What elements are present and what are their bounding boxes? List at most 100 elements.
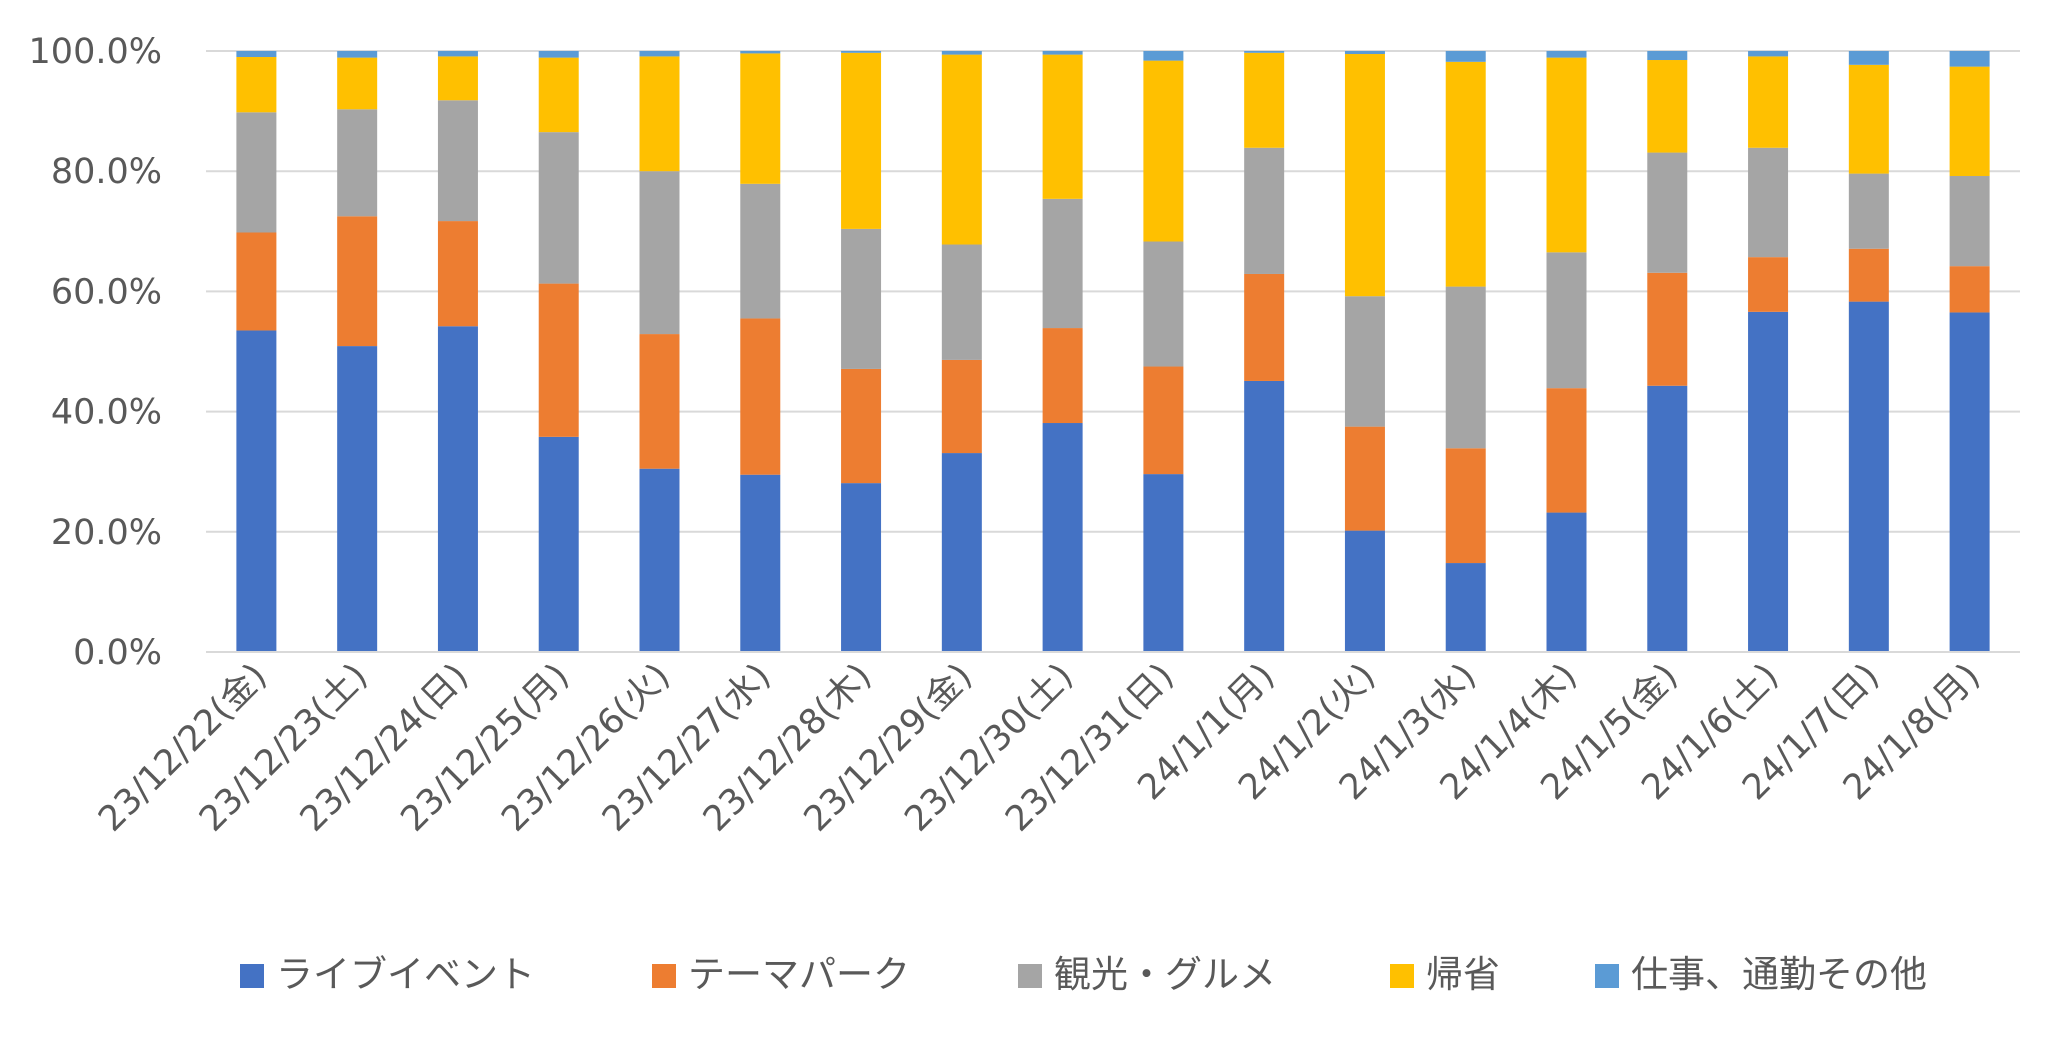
bar-segment [1748, 51, 1789, 57]
bar-segment [841, 483, 882, 652]
legend-label: 帰省 [1426, 953, 1500, 996]
bar-segment [1848, 248, 1889, 302]
bar-segment [1748, 147, 1789, 258]
bar-stack [236, 51, 277, 652]
legend-label: テーマパーク [688, 953, 910, 996]
bar-segment [1344, 54, 1385, 297]
bar-stack [1445, 51, 1486, 652]
bar-segment [437, 56, 478, 101]
y-tick-label: 0.0% [73, 633, 162, 673]
bar-segment [337, 51, 378, 58]
bar-segment [941, 54, 982, 245]
y-tick-label: 80.0% [51, 152, 162, 192]
bar-stack [841, 51, 882, 652]
bar-segment [1042, 328, 1083, 424]
bar-segment [1042, 423, 1083, 652]
bar-segment [1647, 51, 1688, 61]
bar-segment [337, 346, 378, 652]
bar-stack [1344, 51, 1385, 652]
bar-segment [538, 57, 579, 133]
bar-segment [1042, 51, 1083, 55]
bar-segment [740, 51, 781, 54]
gridlines [206, 50, 2020, 533]
bar-segment [941, 453, 982, 652]
bar-segment [1949, 51, 1990, 67]
bar-segment [538, 132, 579, 284]
y-tick-label: 100.0% [29, 32, 162, 72]
bar-segment [941, 51, 982, 55]
bar-segment [1445, 286, 1486, 449]
bar-segment [1647, 272, 1688, 386]
bar-stack [1748, 51, 1789, 652]
bar-segment [1949, 312, 1990, 652]
bar-stack [1244, 51, 1285, 652]
bar-segment [1546, 388, 1587, 513]
bar-stacks [236, 51, 1990, 652]
bar-segment [1647, 385, 1688, 652]
bar-segment [437, 221, 478, 327]
bar-segment [1244, 147, 1285, 274]
legend-swatch [240, 964, 264, 988]
bar-segment [1143, 241, 1184, 367]
y-tick-label: 20.0% [51, 513, 162, 553]
bar-segment [538, 436, 579, 652]
bar-segment [1042, 54, 1083, 199]
bar-segment [1344, 426, 1385, 531]
bar-stack [437, 51, 478, 652]
legend-item: 観光・グルメ [1018, 953, 1276, 996]
bar-stack [1647, 51, 1688, 652]
bar-segment [740, 474, 781, 652]
bar-segment [1546, 252, 1587, 389]
bar-segment [1143, 366, 1184, 475]
bar-segment [941, 244, 982, 360]
bar-segment [1748, 56, 1789, 148]
bar-segment [1848, 64, 1889, 174]
bar-segment [1344, 296, 1385, 427]
bar-segment [1244, 273, 1285, 381]
bar-segment [437, 51, 478, 57]
bar-segment [236, 112, 277, 233]
bar-segment [740, 318, 781, 475]
bar-segment [1143, 51, 1184, 61]
bar-segment [740, 183, 781, 319]
bar-stack [538, 51, 579, 652]
legend-swatch [1595, 964, 1619, 988]
bar-segment [236, 330, 277, 652]
bar-stack [1546, 51, 1587, 652]
bar-segment [1445, 61, 1486, 287]
legend-item: 仕事、通勤その他 [1595, 953, 1927, 996]
bar-segment [1949, 176, 1990, 267]
bar-segment [236, 57, 277, 113]
bar-segment [639, 56, 680, 172]
bar-segment [1244, 52, 1285, 148]
bar-segment [1344, 530, 1385, 652]
bar-segment [1949, 66, 1990, 177]
bar-segment [236, 232, 277, 331]
bar-segment [1445, 448, 1486, 564]
bar-segment [236, 51, 277, 58]
bar-segment [337, 57, 378, 110]
bar-segment [1748, 311, 1789, 652]
bar-stack [1143, 51, 1184, 652]
bar-segment [437, 100, 478, 222]
bar-segment [1546, 512, 1587, 652]
bar-segment [1042, 198, 1083, 329]
bar-segment [841, 368, 882, 484]
bar-segment [1445, 51, 1486, 62]
bar-segment [1143, 60, 1184, 242]
bar-stack [740, 51, 781, 652]
bar-segment [337, 109, 378, 217]
bar-segment [639, 334, 680, 469]
bar-segment [1748, 257, 1789, 312]
bar-stack [337, 51, 378, 652]
bar-segment [1647, 60, 1688, 153]
bar-segment [1546, 51, 1587, 58]
bar-segment [538, 283, 579, 437]
bar-segment [841, 52, 882, 229]
legend: ライブイベント テーマパーク 観光・グルメ 帰省 仕事、通勤その他 [240, 953, 1927, 996]
bar-stack [639, 51, 680, 652]
bar-stack [1848, 51, 1889, 652]
legend-item: ライブイベント [240, 953, 535, 996]
bar-segment [1546, 57, 1587, 253]
